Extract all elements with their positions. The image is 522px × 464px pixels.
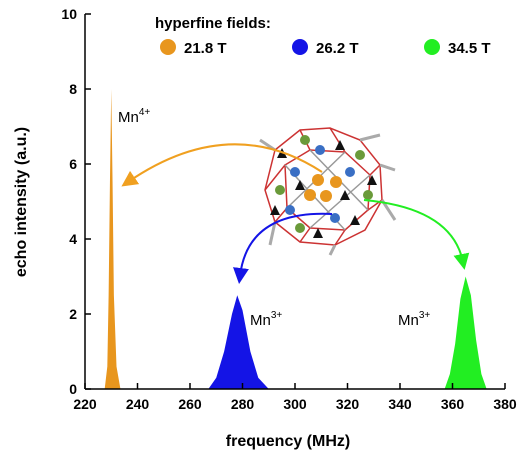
annotation: Mn3+: [398, 310, 430, 329]
arrow: [240, 214, 332, 276]
y-tick-label: 4: [69, 231, 77, 247]
annotation: Mn3+: [250, 310, 282, 329]
x-tick-label: 380: [493, 396, 517, 412]
y-tick-label: 8: [69, 81, 77, 97]
x-tick-label: 360: [441, 396, 465, 412]
molecule: [260, 128, 395, 255]
annotation-text: Mn: [118, 109, 139, 126]
annotation-text: Mn: [250, 312, 271, 329]
y-axis-label: echo intensity (a.u.): [13, 127, 30, 277]
annotation: Mn4+: [118, 107, 150, 126]
x-axis-label: frequency (MHz): [226, 433, 350, 450]
chart: hyperfine fields: frequency (MHz) echo i…: [0, 0, 522, 459]
peak: [105, 89, 121, 389]
legend-label: 26.2 T: [316, 40, 359, 57]
legend-label: 34.5 T: [448, 40, 491, 57]
arrow: [364, 200, 463, 262]
x-tick-label: 260: [178, 396, 202, 412]
x-tick-label: 280: [231, 396, 255, 412]
x-tick-label: 220: [73, 396, 97, 412]
annotation-sup: 3+: [271, 310, 283, 321]
annotation-sup: 4+: [139, 107, 151, 118]
y-tick-label: 10: [61, 6, 77, 22]
legend-title: hyperfine fields:: [155, 15, 271, 32]
annotation-text: Mn: [398, 312, 419, 329]
legend-label: 21.8 T: [184, 40, 227, 57]
legend-marker: [292, 39, 308, 55]
legend-marker: [424, 39, 440, 55]
legend-marker: [160, 39, 176, 55]
y-tick-label: 2: [69, 306, 77, 322]
peak: [445, 277, 487, 390]
x-tick-label: 340: [388, 396, 412, 412]
y-tick-label: 0: [69, 381, 77, 397]
peak: [208, 295, 268, 389]
x-tick-label: 320: [336, 396, 360, 412]
y-tick-label: 6: [69, 156, 77, 172]
x-tick-label: 300: [283, 396, 307, 412]
annotation-sup: 3+: [419, 310, 431, 321]
x-tick-label: 240: [126, 396, 150, 412]
